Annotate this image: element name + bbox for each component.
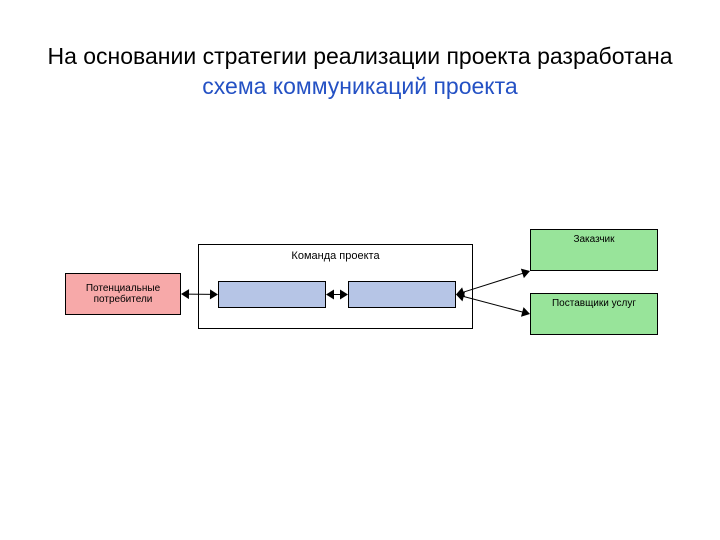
team-project-label: Команда проекта [199, 250, 472, 262]
suppliers-label: Поставщики услуг [531, 298, 657, 309]
title-line1: На основании стратегии реализации проект… [0, 42, 720, 72]
inner-box-left [218, 281, 326, 308]
consumers-label: Потенциальные потребители [66, 283, 180, 305]
consumers-box: Потенциальные потребители [65, 273, 181, 315]
suppliers-box: Поставщики услуг [530, 293, 658, 335]
inner-box-right [348, 281, 456, 308]
title-line2: схема коммуникаций проекта [0, 72, 720, 102]
customer-label: Заказчик [531, 234, 657, 245]
customer-box: Заказчик [530, 229, 658, 271]
slide-title: На основании стратегии реализации проект… [0, 42, 720, 102]
